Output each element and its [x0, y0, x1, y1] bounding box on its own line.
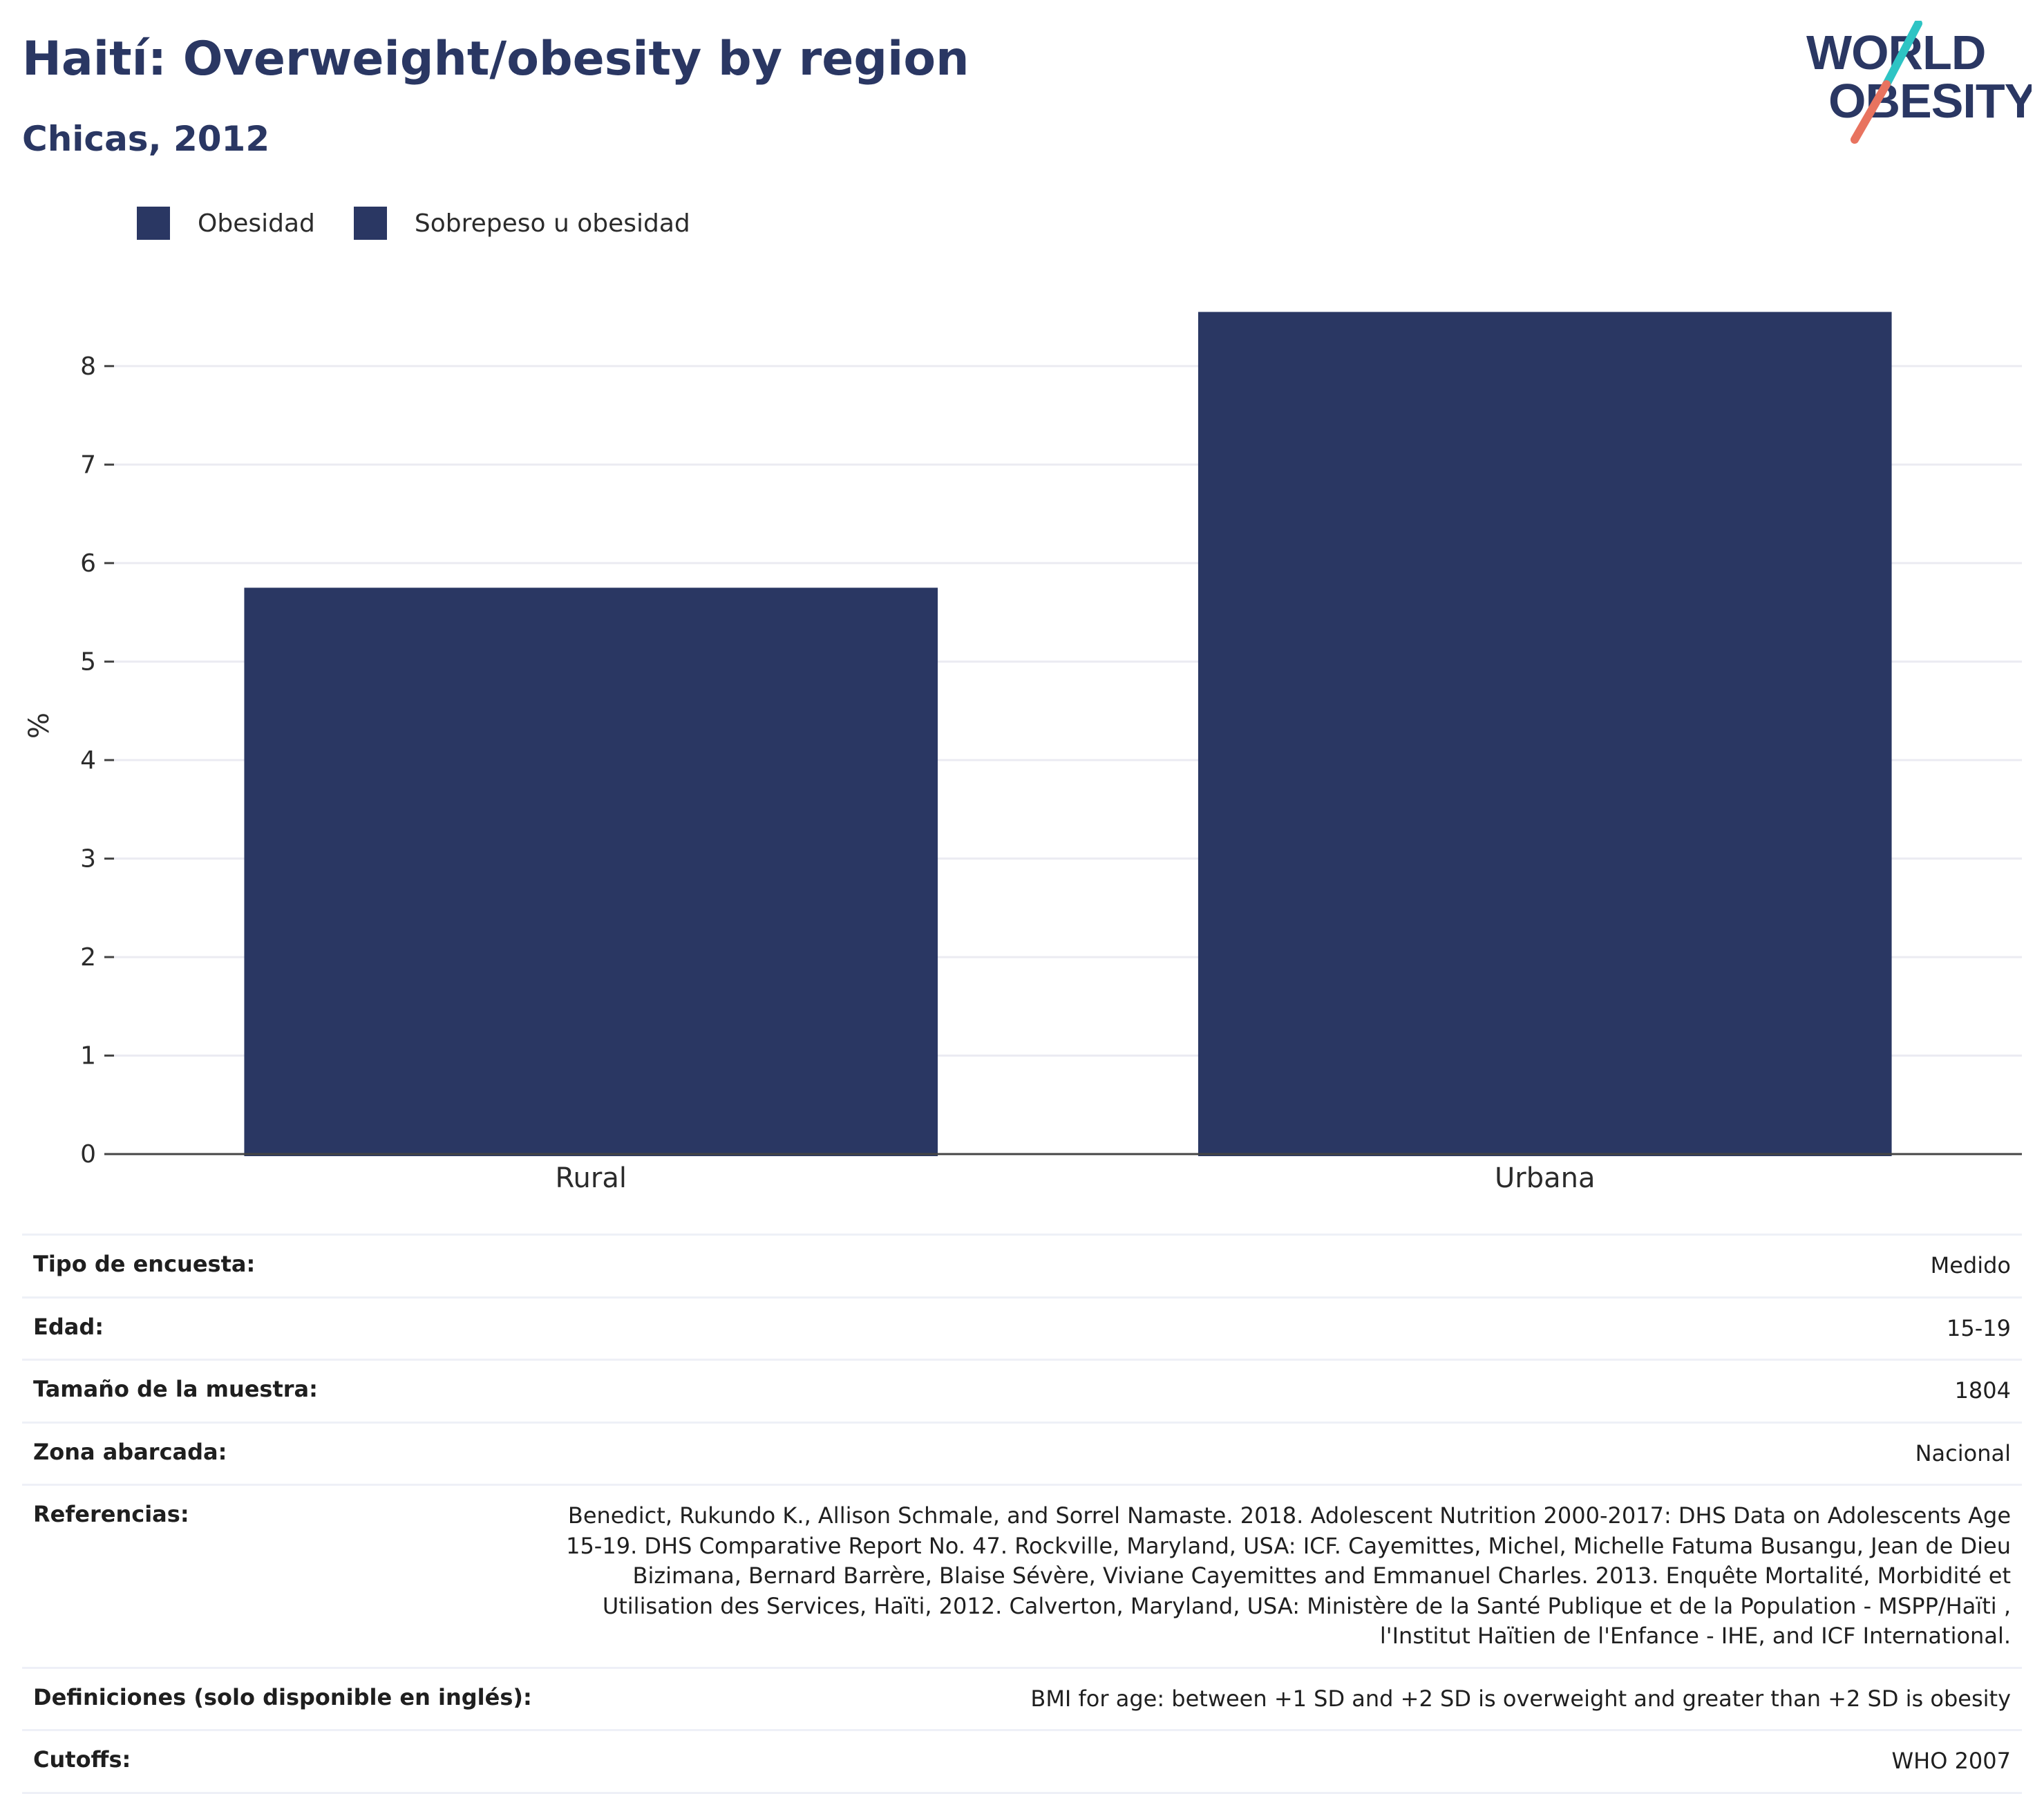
meta-value: BMI for age: between +1 SD and +2 SD is … [1030, 1685, 2011, 1712]
y-tick-label: 8 [80, 352, 96, 381]
y-tick-label: 6 [80, 549, 96, 578]
legend-label: Sobrepeso u obesidad [414, 209, 690, 238]
legend-item-sobrepeso[interactable]: Sobrepeso u obesidad [353, 207, 690, 240]
meta-row: Referencias: Benedict, Rukundo K., Alliso… [22, 1484, 2022, 1667]
x-tick-label: Rural [556, 1162, 627, 1194]
logo-slash-teal [1882, 21, 1922, 88]
legend-item-obesidad[interactable]: Obesidad [137, 207, 315, 240]
meta-row: Edad: 15-19 [22, 1296, 2022, 1359]
meta-row: Tipo de encuesta: Medido [22, 1234, 2022, 1296]
meta-label: Edad: [33, 1313, 104, 1340]
survey-metadata-table: Tipo de encuesta: Medido Edad: 15-19 Tamaño … [22, 1234, 2022, 1794]
meta-row: Tamaño de la muestra: 1804 [22, 1359, 2022, 1422]
legend-label: Obesidad [198, 209, 315, 238]
meta-value: Nacional [1915, 1439, 2011, 1466]
meta-value: Medido [1930, 1252, 2011, 1278]
chart-legend: Obesidad Sobrepeso u obesidad [137, 206, 729, 240]
y-tick-label: 2 [80, 943, 96, 972]
meta-row: Cutoffs: WHO 2007 [22, 1729, 2022, 1794]
logo-line2: OBESITY [1828, 74, 2032, 128]
meta-label: Tipo de encuesta: [33, 1251, 256, 1277]
bar-chart: 0 1 2 3 4 5 6 7 8% Rural Urbana [23, 312, 2022, 1194]
legend-swatch [353, 207, 387, 240]
meta-row: Zona abarcada: Nacional [22, 1421, 2022, 1484]
meta-label: Zona abarcada: [33, 1438, 227, 1465]
meta-value: 15-19 [1947, 1314, 2011, 1341]
y-tick-label: 7 [80, 451, 96, 479]
chart-title: Haití: Overweight/obesity by region [22, 32, 969, 86]
meta-label: Tamaño de la muestra: [33, 1376, 318, 1403]
meta-value: WHO 2007 [1891, 1748, 2012, 1775]
meta-label: Referencias: [33, 1501, 189, 1528]
meta-label: Cutoffs: [33, 1746, 131, 1773]
y-tick-label: 4 [80, 746, 96, 775]
y-tick-label: 0 [80, 1140, 96, 1169]
logo-slash-coral [1851, 80, 1891, 144]
y-axis-label: % [23, 712, 55, 739]
bar-urbana [1198, 312, 1892, 1157]
meta-value: Benedict, Rukundo K., Allison Schmale, a… [566, 1502, 2011, 1650]
meta-label: Definiciones (solo disponible en inglés)… [33, 1683, 532, 1710]
meta-row: Definiciones (solo disponible en inglés)… [22, 1666, 2022, 1730]
chart-subtitle: Chicas, 2012 [22, 119, 270, 159]
y-tick-label: 3 [80, 844, 96, 873]
meta-value: 1804 [1954, 1377, 2011, 1404]
y-tick-label: 5 [80, 648, 96, 676]
legend-swatch [137, 207, 170, 240]
x-tick-label: Urbana [1495, 1162, 1596, 1194]
y-tick-label: 1 [80, 1041, 96, 1070]
world-obesity-logo: WORLD OBESITY [1806, 21, 2032, 144]
bar-rural [244, 587, 938, 1156]
